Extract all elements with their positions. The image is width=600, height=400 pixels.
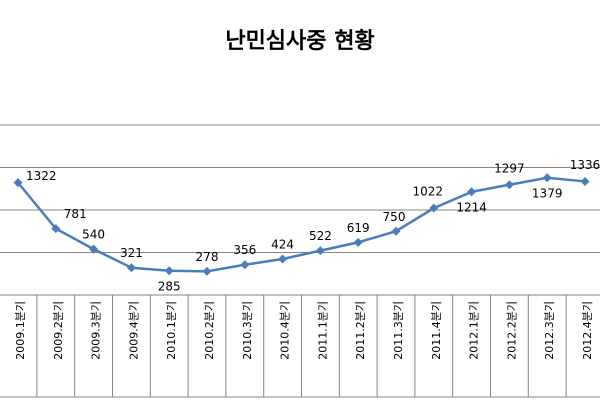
marker: [13, 178, 23, 188]
x-tick-label: 2012.4분기: [581, 301, 594, 360]
marker: [315, 246, 325, 256]
data-label: 522: [309, 229, 332, 243]
data-label: 619: [347, 221, 370, 235]
data-label: 356: [233, 243, 256, 257]
x-tick-label: 2012.2분기: [505, 301, 518, 360]
data-label: 1214: [456, 200, 487, 214]
x-tick-label: 2010.1분기: [165, 301, 178, 360]
marker: [467, 187, 477, 197]
marker: [353, 237, 363, 247]
marker: [429, 203, 439, 213]
marker: [580, 176, 590, 186]
data-label: 750: [383, 210, 406, 224]
marker: [542, 173, 552, 183]
data-label: 1297: [494, 161, 525, 175]
data-label: 424: [271, 237, 294, 251]
x-tick-label: 2009.1분기: [14, 301, 27, 360]
data-label: 1336: [570, 158, 600, 172]
line: [17, 176, 586, 273]
x-tick-label: 2011.3분기: [392, 301, 405, 360]
data-label: 1322: [26, 169, 57, 183]
marker: [89, 244, 99, 254]
x-tick-label: 2012.1분기: [468, 301, 481, 360]
chart-title: 난민심사중 현황: [225, 29, 374, 54]
marker: [504, 180, 514, 190]
x-tick-label: 2011.1분기: [316, 301, 329, 360]
marker: [240, 260, 250, 270]
data-label: 540: [82, 228, 105, 242]
marker: [164, 266, 174, 276]
x-tick-label: 2011.2분기: [354, 301, 367, 360]
marker: [202, 266, 212, 276]
x-tick-label: 2010.3분기: [241, 301, 254, 360]
marker: [391, 226, 401, 236]
x-tick-label: 2009.4분기: [127, 301, 140, 360]
data-label: 278: [196, 250, 219, 264]
x-tick-label: 2009.3분기: [90, 301, 103, 360]
x-tick-label: 2010.2분기: [203, 301, 216, 360]
marker: [51, 224, 61, 234]
x-tick-label: 2009.2분기: [52, 301, 65, 360]
data-label: 1022: [413, 185, 444, 199]
x-tick-label: 2012.3분기: [543, 301, 556, 360]
data-label: 781: [64, 207, 87, 221]
marker: [126, 263, 136, 273]
data-label: 321: [120, 246, 143, 260]
data-label: 285: [158, 279, 181, 293]
x-tick-label: 2011.4분기: [430, 301, 443, 360]
data-label: 1379: [532, 186, 563, 200]
x-tick-label: 2010.4분기: [279, 301, 292, 360]
marker: [278, 254, 288, 264]
